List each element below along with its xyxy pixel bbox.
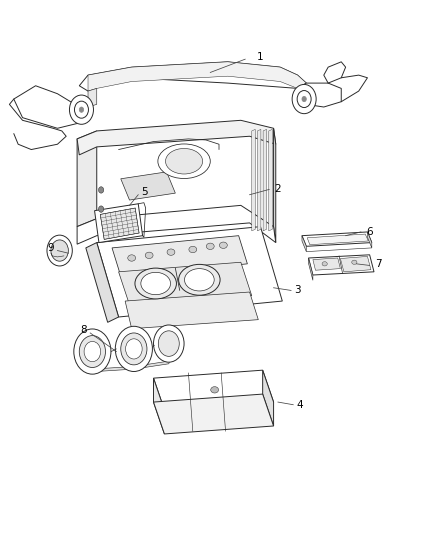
Ellipse shape [121,333,147,365]
Ellipse shape [166,149,203,174]
Polygon shape [367,232,372,248]
Ellipse shape [141,272,170,295]
Polygon shape [302,232,372,246]
Text: 1: 1 [257,52,264,61]
Ellipse shape [84,342,101,362]
Ellipse shape [352,260,357,264]
Polygon shape [263,370,274,426]
Polygon shape [97,227,283,317]
Text: 9: 9 [48,243,54,253]
Polygon shape [307,234,368,245]
Ellipse shape [74,329,111,374]
Polygon shape [88,62,306,91]
Polygon shape [263,130,267,231]
Text: 5: 5 [141,187,148,197]
Ellipse shape [79,336,106,368]
Polygon shape [119,262,252,305]
Text: 8: 8 [80,325,87,335]
Ellipse shape [211,386,219,393]
Text: 3: 3 [294,286,301,295]
Ellipse shape [189,246,197,253]
Polygon shape [100,208,139,239]
Ellipse shape [297,91,311,108]
Ellipse shape [158,331,179,357]
Ellipse shape [135,268,177,299]
Polygon shape [340,256,371,272]
Polygon shape [308,255,374,275]
Text: 6: 6 [366,227,373,237]
Polygon shape [90,358,171,372]
Ellipse shape [167,249,175,255]
Ellipse shape [115,326,152,372]
Ellipse shape [292,84,316,114]
Polygon shape [112,236,247,276]
Polygon shape [153,370,274,410]
Polygon shape [86,243,119,322]
Ellipse shape [153,325,184,362]
Ellipse shape [99,187,104,193]
Ellipse shape [184,269,214,291]
Polygon shape [308,258,313,280]
Polygon shape [88,88,97,107]
Polygon shape [302,236,306,252]
Polygon shape [77,131,97,227]
Polygon shape [153,378,164,434]
Ellipse shape [145,252,153,259]
Polygon shape [125,292,258,329]
Ellipse shape [302,96,306,102]
Ellipse shape [128,255,136,261]
Polygon shape [274,128,276,243]
Polygon shape [77,205,276,244]
Text: 2: 2 [275,184,281,195]
Ellipse shape [179,264,220,295]
Polygon shape [252,130,255,231]
Ellipse shape [206,243,214,249]
Ellipse shape [158,144,210,179]
Ellipse shape [219,242,227,248]
Polygon shape [297,83,341,107]
Ellipse shape [51,240,68,261]
Text: 4: 4 [297,400,303,410]
Polygon shape [153,394,274,434]
Polygon shape [95,204,143,243]
Polygon shape [77,120,276,155]
Ellipse shape [322,262,327,266]
Ellipse shape [79,107,84,112]
Ellipse shape [74,101,88,118]
Polygon shape [79,62,306,91]
Polygon shape [14,86,79,128]
Polygon shape [121,172,175,200]
Ellipse shape [70,95,93,124]
Ellipse shape [126,339,142,359]
Ellipse shape [99,206,104,212]
Ellipse shape [47,235,72,266]
Polygon shape [313,258,340,270]
Polygon shape [258,130,261,231]
Polygon shape [269,130,272,231]
Text: 7: 7 [375,259,381,269]
Polygon shape [297,83,306,104]
